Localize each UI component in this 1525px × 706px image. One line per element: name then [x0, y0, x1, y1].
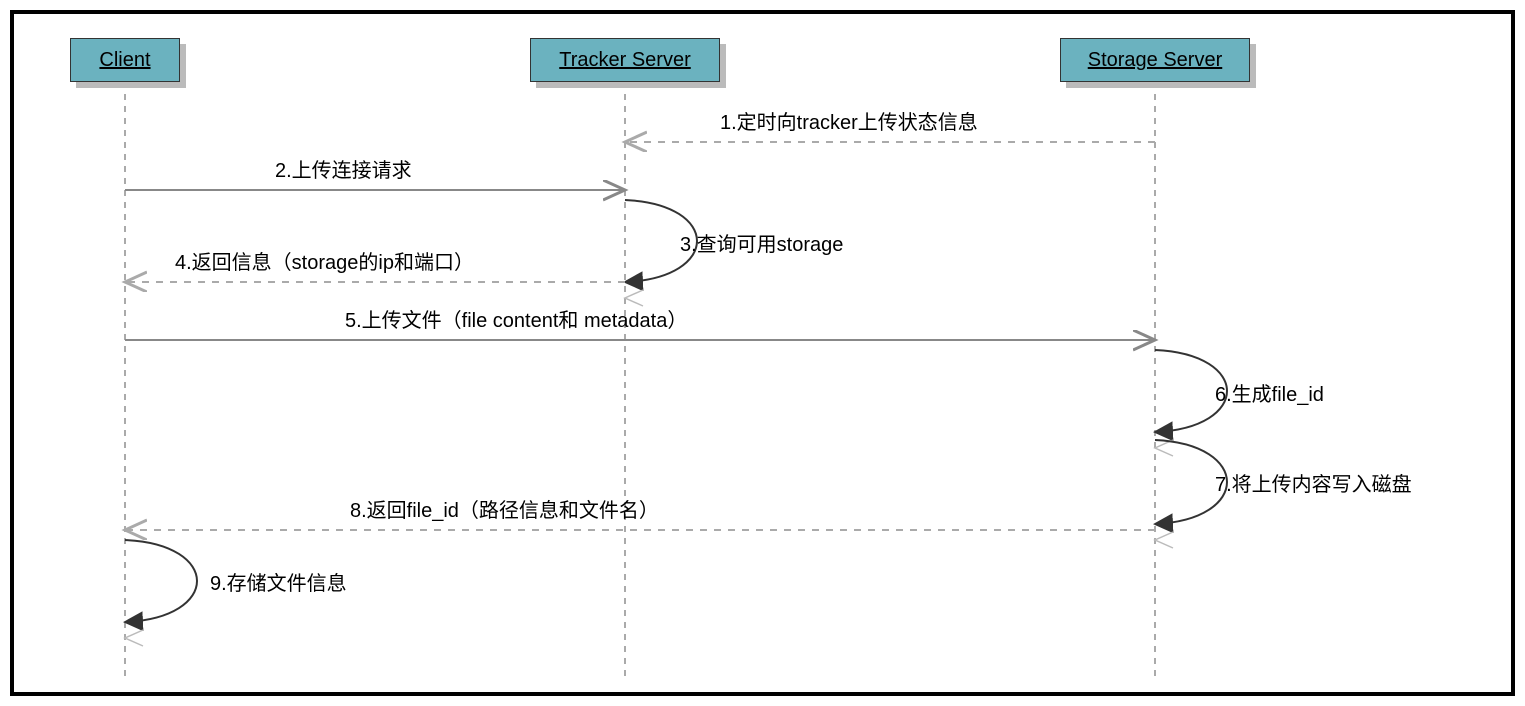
message-label-5: 5.上传文件（file content和 metadata） — [345, 304, 687, 333]
participant-storage: Storage Server — [1060, 38, 1250, 82]
message-self-9 — [125, 540, 197, 622]
participant-tracker: Tracker Server — [530, 38, 720, 82]
message-ghost-7 — [1155, 532, 1173, 548]
sequence-diagram-container: Client Tracker Server Storage Server 1.定时向t… — [0, 0, 1525, 706]
message-label-1: 1.定时向tracker上传状态信息 — [720, 106, 978, 135]
message-label-3: 3.查询可用storage — [680, 228, 843, 257]
message-label-7: 7.将上传内容写入磁盘 — [1215, 468, 1412, 497]
message-label-2: 2.上传连接请求 — [275, 154, 412, 183]
message-label-8: 8.返回file_id（路径信息和文件名） — [350, 494, 659, 523]
message-label-9: 9.存储文件信息 — [210, 567, 347, 596]
message-label-4: 4.返回信息（storage的ip和端口） — [175, 246, 474, 275]
message-ghost-6 — [1155, 440, 1173, 456]
message-label-6: 6.生成file_id — [1215, 378, 1324, 407]
message-ghost-9 — [125, 630, 143, 646]
participant-client: Client — [70, 38, 180, 82]
